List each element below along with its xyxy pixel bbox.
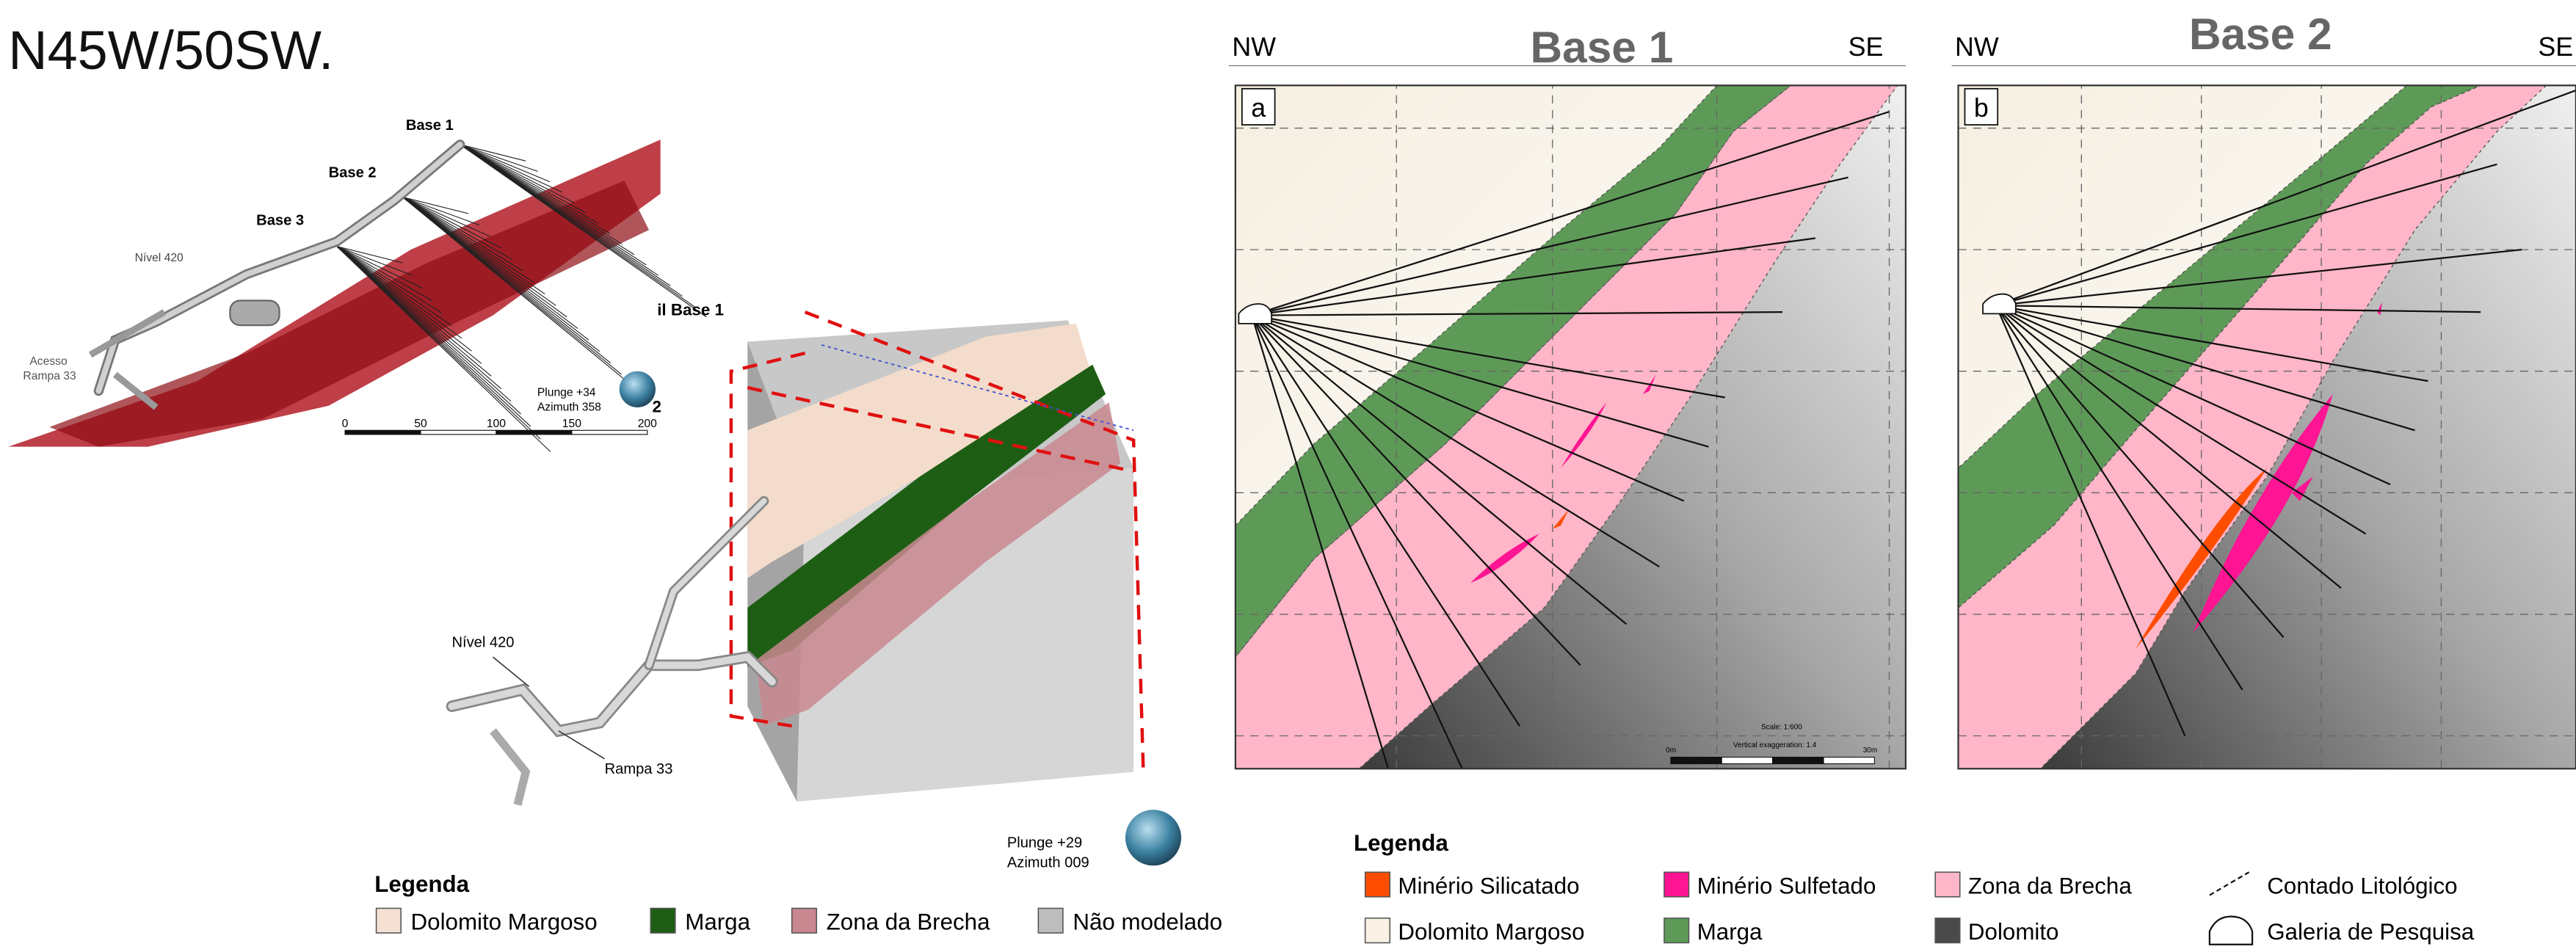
base-label: Base 1 (406, 117, 454, 134)
tunnel (649, 501, 764, 666)
level-label: Nível 420 (135, 252, 184, 264)
legend-label: Dolomito Margoso (1398, 919, 1584, 945)
legend-swatch (377, 908, 402, 933)
legend-label: Marga (685, 909, 750, 935)
block-3d-view: il Base 1 2 Plunge +34 Azimuth 358 Nível… (451, 301, 1181, 871)
orientation-label: Azimuth 009 (1007, 855, 1089, 871)
section-panel (1236, 66, 1919, 772)
legend-contact-line (2210, 872, 2249, 895)
legend-swatch (1365, 872, 1390, 897)
direction-label: NW (1232, 32, 1276, 62)
level-label: Nível 420 (451, 635, 514, 651)
base-label: Base 3 (256, 213, 304, 229)
legend-swatch (650, 908, 675, 933)
legend: Minério Silicatado Minério Sulfetado Zona … (1365, 872, 2475, 945)
tunnel (649, 501, 764, 666)
legend-label: Não modelado (1073, 909, 1222, 935)
legend-label: Marga (1697, 919, 1763, 945)
scale-segment (1721, 757, 1772, 764)
drill-hole (460, 145, 574, 203)
legend-label: Dolomito (1968, 919, 2059, 945)
cross-sections: NW Base 1 SE a Scale: 1:600 Vertical exaggera… (1229, 9, 2576, 772)
section-title: Base 1 (1531, 22, 1674, 72)
legend-swatch (1935, 872, 1960, 897)
legend-label: Minério Sulfetado (1697, 873, 1876, 898)
tunnel-chamber (230, 301, 279, 326)
legend-swatch (1365, 918, 1390, 943)
orientation-globe (1125, 810, 1181, 865)
leader (493, 657, 529, 686)
scale-segment (345, 430, 421, 435)
legend-label: Dolomito Margoso (411, 909, 598, 935)
tunnel (451, 657, 772, 731)
orientation-label: Azimuth 358 (537, 401, 601, 413)
scale-bar: 0 50 100 150 200 (342, 418, 657, 435)
access-label: Acesso (29, 355, 68, 368)
scale-label: 200 (638, 418, 657, 430)
legend-title: Legenda (374, 871, 469, 897)
legend-label: Zona da Brecha (827, 909, 990, 935)
section-label: il Base 1 (657, 301, 724, 319)
legend: Dolomito Margoso Marga Zona da Brecha Não m… (377, 908, 1222, 934)
legend-label: Contado Litológico (2267, 873, 2457, 898)
panel-label: a (1251, 93, 1266, 123)
legend-swatch (1664, 918, 1689, 943)
access-label: Rampa 33 (23, 370, 76, 382)
scale-segment (1824, 757, 1874, 764)
scale-text: 0m (1666, 746, 1676, 755)
scale-segment (1671, 757, 1721, 764)
legend-swatch (792, 908, 817, 933)
scale-label: 50 (414, 418, 427, 430)
legend-label: Galeria de Pesquisa (2267, 919, 2475, 945)
scale-segment (421, 430, 496, 435)
orientation-label: Plunge +29 (1007, 835, 1082, 851)
ramp-label: Rampa 33 (605, 761, 673, 777)
legend-label: Minério Silicatado (1398, 873, 1579, 898)
figure-page: N45W/50SW. Base 1 Base 2 Base 3 Nível 42… (0, 0, 2576, 952)
heading: N45W/50SW. (8, 20, 333, 81)
drill-hole (460, 145, 562, 192)
scale-text: Scale: 1:600 (1761, 724, 1802, 732)
scale-segment (496, 430, 572, 435)
tunnel (90, 312, 164, 355)
legend-title: Legenda (1354, 830, 1448, 856)
legend-label: Zona da Brecha (1968, 873, 2132, 898)
mine-3d-view: Base 1 Base 2 Base 3 Nível 420 Acesso Ra… (8, 117, 706, 452)
section-panel (1959, 66, 2576, 772)
panel-label: b (1974, 93, 1989, 123)
direction-label: NW (1955, 32, 1999, 62)
scale-segment (1773, 757, 1824, 764)
legend-gallery-icon (2210, 917, 2252, 945)
section-label: 2 (652, 398, 661, 416)
scale-text: 30m (1863, 746, 1878, 755)
scale-label: 0 (342, 418, 349, 430)
direction-label: SE (2538, 32, 2573, 62)
base-label: Base 2 (329, 165, 377, 181)
orientation-label: Plunge +34 (537, 386, 596, 399)
scale-text: Vertical exaggeration: 1.4 (1733, 741, 1817, 749)
tunnel (493, 731, 526, 805)
scale-label: 100 (487, 418, 506, 430)
scale-label: 150 (562, 418, 581, 430)
orientation-globe (620, 371, 656, 407)
leader (559, 731, 605, 759)
direction-label: SE (1848, 32, 1884, 62)
legend-swatch (1038, 908, 1063, 933)
scale-segment (572, 430, 647, 435)
section-title: Base 2 (2189, 9, 2332, 59)
legend-swatch (1935, 918, 1960, 943)
legend-swatch (1664, 872, 1689, 897)
